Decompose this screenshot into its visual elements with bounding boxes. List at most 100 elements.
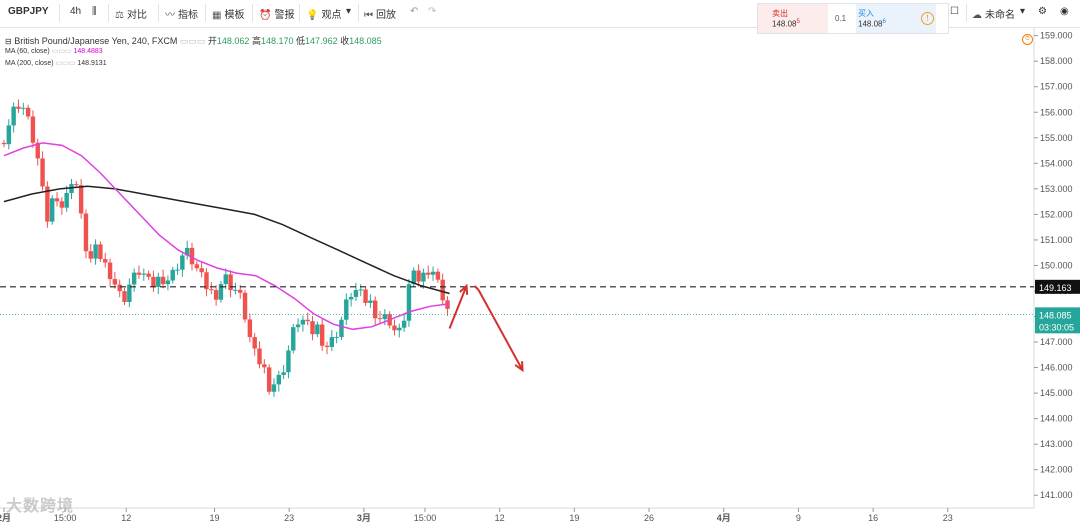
ma200-dots-icon[interactable]: ▭▭▭ (55, 60, 76, 67)
candle-body (324, 345, 330, 347)
price-tick-label: 143.000 (1040, 439, 1073, 449)
candle-body (21, 107, 26, 109)
ideas-label: 观点 (321, 10, 342, 21)
candle-body (64, 193, 69, 208)
layout-name: 未命名 (985, 10, 1015, 21)
indicators-button[interactable]: 〰指标 (165, 6, 198, 21)
candle-body (233, 289, 238, 291)
undo-icon[interactable]: ↶ (410, 6, 419, 17)
layout-dropdown-icon[interactable]: ▾ (1020, 6, 1026, 17)
layout-button[interactable]: ☁ 未命名 (972, 6, 1015, 21)
candle-body (131, 272, 137, 285)
price-tick-label: 156.000 (1040, 107, 1073, 117)
info-warning-icon[interactable]: ! (921, 12, 934, 25)
close-label: 收 (340, 36, 350, 46)
price-tick-label: 157.000 (1040, 82, 1073, 92)
candle-body (247, 319, 253, 338)
candle-body (252, 337, 257, 349)
buy-price: 148.086 (858, 19, 886, 29)
candle-body (74, 184, 79, 186)
price-tick-label: 154.000 (1040, 158, 1073, 168)
ideas-dropdown-icon[interactable]: ▾ (346, 6, 352, 17)
candle-body (305, 319, 310, 322)
candle-body (421, 272, 426, 282)
candle-body (78, 185, 84, 214)
ideas-button[interactable]: 💡 观点 (306, 6, 341, 21)
ma60-legend-row: MA (60, close) ▭▭▭ 148.4883 (5, 47, 382, 59)
ma200-legend-row: MA (200, close) ▭▭▭ 148.9131 (5, 59, 382, 71)
candle-body (440, 279, 445, 301)
time-tick-label: 23 (943, 513, 953, 523)
sell-price: 148.085 (772, 19, 800, 29)
candle-body (151, 276, 156, 287)
candle-body (213, 290, 219, 300)
candle-body (184, 247, 190, 256)
trade-panel: 卖出 148.085 0.1 买入 148.086 ! (757, 3, 949, 34)
watermark-logo: 大数跨境 (6, 498, 75, 515)
replay-button[interactable]: ⏮ 回放 (364, 6, 396, 21)
bar-style-icon[interactable]: ⫼ (92, 6, 97, 17)
candle-body (88, 251, 93, 259)
time-tick-label: 26 (644, 513, 654, 523)
candle-body (199, 268, 204, 273)
candle-body (271, 384, 277, 392)
high-value: 148.170 (260, 36, 294, 46)
redo-icon[interactable]: ↷ (428, 6, 437, 17)
ma60-dots-icon[interactable]: ▭▭▭ (51, 48, 72, 55)
candle-body (141, 273, 147, 275)
candle-body (295, 324, 301, 328)
candle-body (238, 289, 243, 293)
candle-body (315, 324, 320, 335)
time-tick-label: 12 (495, 513, 505, 523)
candle-body (1, 142, 7, 145)
ma200-line (3, 185, 450, 295)
time-tick-label: 16 (868, 513, 878, 523)
time-tick-label: 3月 (357, 513, 371, 523)
candle-body (30, 116, 36, 143)
price-tick-label: 142.000 (1040, 465, 1073, 475)
symbol-title: British Pound/Japanese Yen, 240, FXCM (14, 36, 178, 46)
toolbar-divider (358, 4, 359, 22)
candle-body (242, 292, 248, 320)
toolbar-divider (59, 4, 60, 22)
legend-dots-icon[interactable]: ▭▭▭ (179, 36, 206, 46)
interval-button[interactable]: 4h (70, 6, 82, 17)
templates-button[interactable]: ▦ 模板 (212, 6, 244, 21)
candle-body (358, 289, 363, 291)
collapse-icon[interactable]: ⊟ (5, 37, 12, 46)
price-tick-label: 151.000 (1040, 235, 1073, 245)
candle-body (117, 284, 122, 292)
candle-body (363, 289, 368, 303)
price-tick-label: 144.000 (1040, 414, 1073, 424)
candle-body (368, 300, 373, 303)
snapshot-camera-icon[interactable]: ◉ (1060, 6, 1069, 17)
candle-body (223, 274, 228, 285)
price-tick-label: 145.000 (1040, 388, 1073, 398)
ma200-value: 148.9131 (77, 60, 107, 67)
settings-gear-icon[interactable]: ⚙ (1038, 6, 1047, 17)
ma60-value: 148.4883 (73, 48, 103, 55)
sell-button[interactable]: 卖出 148.085 (758, 4, 828, 33)
timezone-clock-icon[interactable]: ⏱ (1022, 34, 1033, 45)
candle-body (103, 259, 108, 263)
price-tick-label: 155.000 (1040, 133, 1073, 143)
alert-button[interactable]: ⏰ 警报 (259, 6, 294, 21)
candle-body (54, 198, 60, 202)
symbol-search[interactable]: GBPJPY (8, 6, 49, 17)
candle-body (406, 284, 412, 321)
low-value: 147.962 (305, 36, 338, 46)
buy-button[interactable]: 买入 148.086 (856, 4, 936, 33)
time-tick-label: 19 (569, 513, 579, 523)
toolbar-divider (966, 4, 967, 22)
candle-body (122, 291, 127, 302)
candle-body (136, 272, 142, 275)
compare-button[interactable]: ⚖ 对比 (115, 6, 147, 21)
price-tick-label: 146.000 (1040, 363, 1073, 373)
projection-arrow-peak (473, 285, 480, 291)
fullscreen-icon[interactable]: ☐ (950, 6, 959, 17)
ma60-label: MA (60, close) (5, 48, 50, 55)
candle-body (45, 186, 50, 222)
candle-body (194, 264, 200, 269)
candle-body (329, 337, 335, 347)
